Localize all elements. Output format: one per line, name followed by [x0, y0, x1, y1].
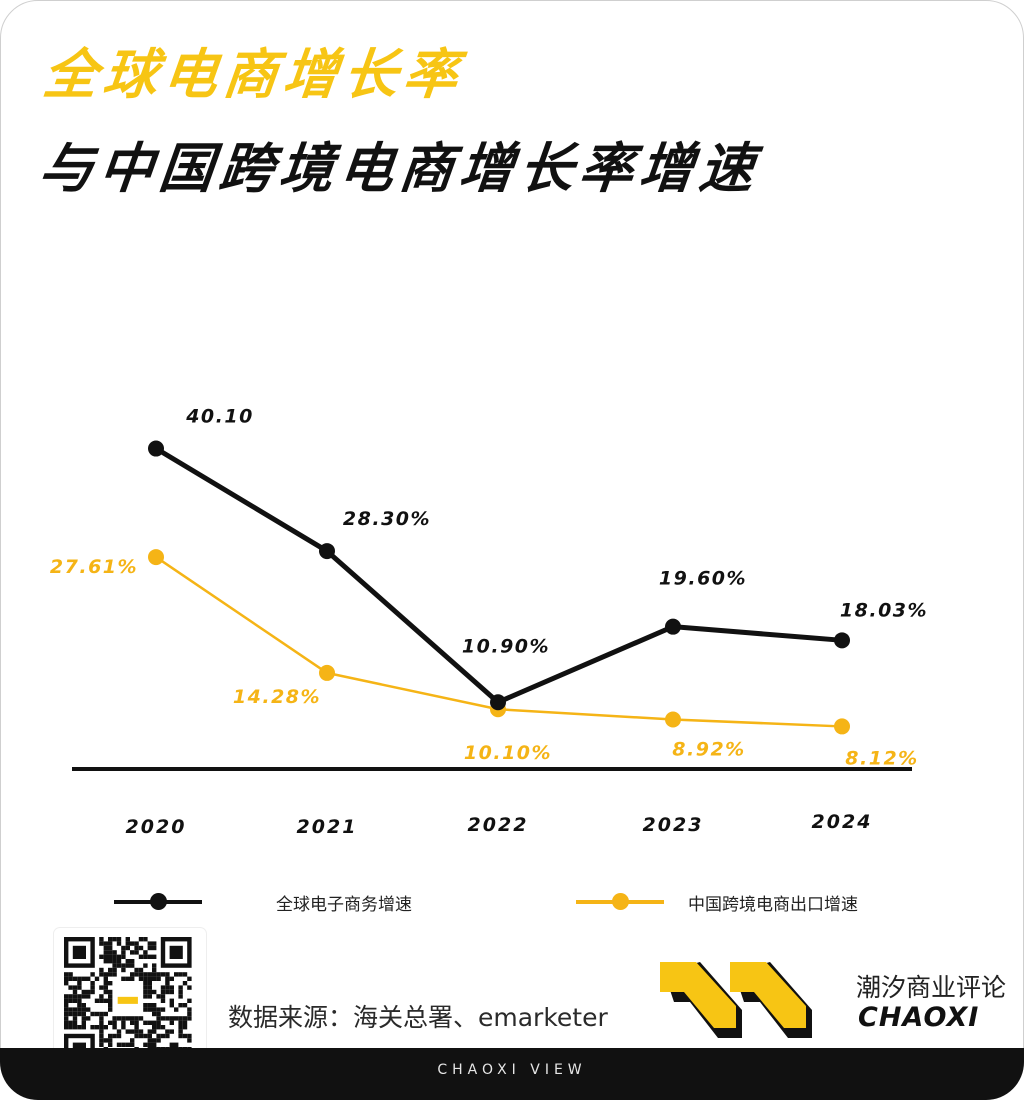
china-point-2020: [148, 549, 164, 566]
brand-name-cn: 潮汐商业评论: [856, 973, 1007, 1002]
china-point-2021: [319, 664, 335, 681]
x-tick-label-2023: 2023: [643, 814, 704, 836]
china-point-2024: [834, 718, 850, 735]
legend-china-label: 中国跨境电商出口增速: [688, 895, 858, 915]
x-tick-label-2020: 2020: [126, 816, 187, 838]
china-data-label-2024: 8.12%: [845, 747, 918, 769]
global-point-2023: [665, 618, 681, 635]
china-data-label-2020: 27.61%: [50, 556, 138, 578]
x-tick-label-2024: 2024: [812, 811, 873, 833]
legend-global-dot: [150, 893, 167, 910]
x-tick-label-2022: 2022: [468, 814, 529, 836]
global-data-label-2020: 40.10: [185, 406, 254, 428]
footer-bar: [0, 1048, 1024, 1100]
global-data-label-2021: 28.30%: [343, 508, 431, 530]
global-data-label-2023: 19.60%: [659, 568, 747, 590]
global-point-2022: [490, 694, 506, 711]
legend-china: 中国跨境电商出口增速: [576, 884, 896, 918]
brand-name-en: CHAOXI: [858, 1002, 980, 1033]
global-point-2021: [319, 543, 335, 560]
china-data-label-2023: 8.92%: [672, 738, 745, 760]
global-point-2020: [148, 440, 164, 457]
global-data-label-2024: 18.03%: [840, 599, 928, 621]
x-tick-label-2021: 2021: [297, 816, 358, 838]
china-data-label-2021: 14.28%: [233, 686, 321, 708]
global-point-2024: [834, 632, 850, 649]
legend-china-dot: [612, 893, 629, 910]
data-source: 数据来源：海关总署、emarketer: [228, 1003, 608, 1032]
line-chart: 40.10 28.30% 10.90% 19.60% 18.03% 27.61% 14.28…: [50, 406, 928, 838]
brand-logo-icon: [660, 962, 812, 1038]
legend-global-label: 全球电子商务增速: [276, 895, 412, 915]
china-point-2023: [665, 711, 681, 728]
footer-text: CHAOXI VIEW: [437, 1062, 587, 1078]
china-data-label-2022: 10.10%: [464, 742, 552, 764]
legend-global: 全球电子商务增速: [114, 884, 474, 918]
global-data-label-2022: 10.90%: [462, 635, 550, 657]
